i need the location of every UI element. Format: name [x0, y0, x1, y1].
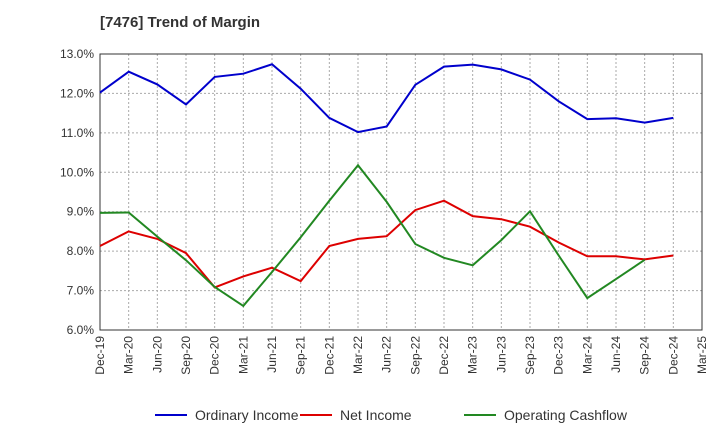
x-tick-label: Mar-25 [695, 336, 709, 374]
y-tick-label: 10.0% [60, 165, 94, 179]
ordinary-income-line [99, 63, 674, 134]
x-tick-label: Mar-24 [580, 336, 594, 374]
x-tick-label: Mar-23 [466, 336, 480, 374]
x-tick-label: Dec-22 [437, 336, 451, 375]
x-tick-label: Sep-22 [408, 336, 422, 375]
ordinary-income-legend-label: Ordinary Income [195, 407, 299, 423]
x-tick-label: Dec-20 [208, 336, 222, 375]
x-tick-label: Jun-23 [494, 336, 508, 373]
x-tick-label: Sep-23 [523, 336, 537, 375]
operating-cashflow-legend-label: Operating Cashflow [504, 407, 628, 423]
x-tick-label: Sep-20 [179, 336, 193, 375]
x-tick-label: Mar-20 [122, 336, 136, 374]
y-tick-label: 7.0% [67, 284, 95, 298]
x-tick-label: Jun-24 [609, 336, 623, 373]
net-income-line [99, 199, 674, 289]
x-tick-label: Jun-21 [265, 336, 279, 373]
y-tick-label: 9.0% [67, 205, 95, 219]
x-tick-label: Jun-20 [150, 336, 164, 373]
x-tick-label: Dec-24 [666, 336, 680, 375]
x-tick-label: Dec-19 [93, 336, 107, 375]
x-tick-label: Sep-21 [294, 336, 308, 375]
net-income-legend-label: Net Income [340, 407, 412, 423]
plot-frame [99, 53, 703, 331]
x-tick-label: Sep-24 [638, 336, 652, 375]
y-tick-label: 11.0% [61, 126, 94, 140]
y-tick-label: 12.0% [60, 86, 94, 100]
x-tick-label: Mar-22 [351, 336, 365, 374]
x-tick-label: Dec-23 [552, 336, 566, 375]
x-tick-label: Mar-21 [236, 336, 250, 374]
y-tick-label: 8.0% [67, 244, 95, 258]
operating-cashflow-line [99, 163, 646, 308]
x-tick-label: Jun-22 [380, 336, 394, 373]
chart-title: [7476] Trend of Margin [100, 14, 261, 31]
x-tick-label: Dec-21 [322, 336, 336, 375]
y-tick-label: 6.0% [67, 323, 95, 337]
y-tick-label: 13.0% [60, 47, 94, 61]
